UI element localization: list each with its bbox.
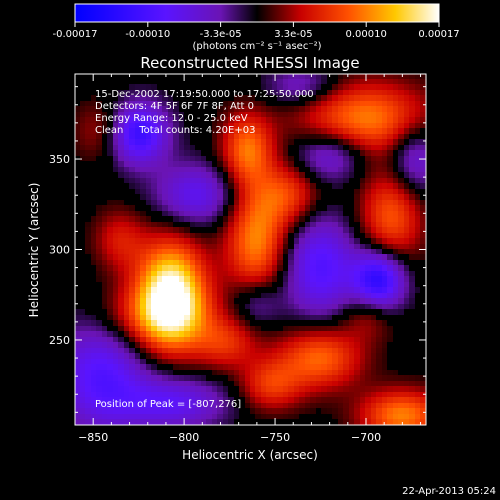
x-tick-label: −850 bbox=[78, 431, 108, 444]
colorbar-ticks: -0.00017 -0.00010 -3.3e-05 3.3e-05 0.00010 0.… bbox=[53, 22, 460, 40]
colorbar-tick-label: -3.3e-05 bbox=[200, 29, 242, 40]
colorbar-tick-label: -0.00017 bbox=[53, 29, 98, 40]
annotation-clean-counts: Clean Total counts: 4.20E+03 bbox=[95, 125, 255, 136]
chart-title: Reconstructed RHESSI Image bbox=[140, 54, 359, 72]
colorbar-tick-label: 0.00010 bbox=[346, 29, 387, 40]
annotation-block: 15-Dec-2002 17:19:50.000 to 17:25:50.000… bbox=[95, 89, 314, 136]
heatmap-image bbox=[75, 74, 426, 425]
y-tick-label: 250 bbox=[49, 334, 70, 347]
x-tick-label: −750 bbox=[260, 431, 290, 444]
peak-position-label: Position of Peak = [-807,276] bbox=[95, 399, 241, 410]
y-tick-label: 300 bbox=[49, 244, 70, 257]
annotation-detectors: Detectors: 4F 5F 6F 7F 8F, Att 0 bbox=[95, 101, 254, 112]
y-tick-label: 350 bbox=[49, 153, 70, 166]
colorbar-tick-label: 0.00017 bbox=[418, 29, 459, 40]
annotation-energy-range: Energy Range: 12.0 - 25.0 keV bbox=[95, 113, 248, 124]
colorbar bbox=[74, 3, 440, 23]
axis-tick-labels: −850 −800 −750 −700 250 300 350 bbox=[49, 153, 381, 444]
footer-timestamp: 22-Apr-2013 05:24 bbox=[402, 486, 496, 497]
x-tick-label: −700 bbox=[351, 431, 381, 444]
colorbar-unit-label: (photons cm⁻² s⁻¹ asec⁻²) bbox=[192, 41, 321, 52]
y-axis-label: Heliocentric Y (arcsec) bbox=[27, 183, 41, 318]
x-axis-label: Heliocentric X (arcsec) bbox=[182, 448, 318, 462]
axis-ticks bbox=[75, 74, 426, 425]
colorbar-tick-label: -0.00010 bbox=[125, 29, 170, 40]
colorbar-tick-label: 3.3e-05 bbox=[274, 29, 312, 40]
annotation-time-range: 15-Dec-2002 17:19:50.000 to 17:25:50.000 bbox=[95, 89, 314, 100]
x-tick-label: −800 bbox=[169, 431, 199, 444]
